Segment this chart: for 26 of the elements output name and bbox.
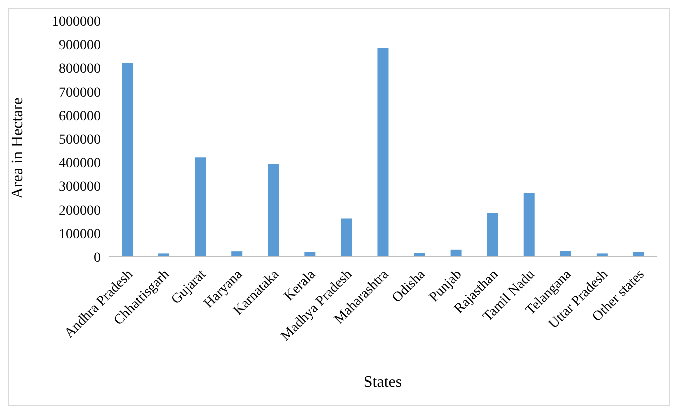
- y-axis-title: Area in Hectare: [10, 98, 27, 199]
- y-tick-label: 1000000: [52, 14, 101, 30]
- bar: [158, 254, 170, 257]
- y-tick-label: 400000: [59, 156, 101, 172]
- bar: [524, 194, 535, 257]
- y-tick-label: 100000: [59, 227, 101, 242]
- y-tick-label: 900000: [59, 38, 101, 54]
- bar: [378, 48, 389, 257]
- y-tick-label: 200000: [59, 204, 101, 219]
- x-axis-title: States: [364, 374, 402, 391]
- y-tick-label: 800000: [59, 62, 101, 78]
- y-tick-label: 0: [94, 250, 101, 266]
- bar: [232, 252, 243, 257]
- y-tick-label: 300000: [59, 180, 101, 196]
- bar: [633, 252, 644, 257]
- bar: [487, 213, 498, 257]
- y-tick-label: 500000: [59, 132, 101, 148]
- y-tick-label: 700000: [59, 86, 101, 101]
- bar: [450, 250, 462, 257]
- bar: [341, 218, 352, 257]
- bar: [596, 254, 608, 257]
- bar: [122, 63, 133, 257]
- y-tick-label: 600000: [59, 109, 101, 124]
- bar: [268, 164, 280, 257]
- bar: [560, 251, 572, 257]
- bar: [195, 158, 206, 257]
